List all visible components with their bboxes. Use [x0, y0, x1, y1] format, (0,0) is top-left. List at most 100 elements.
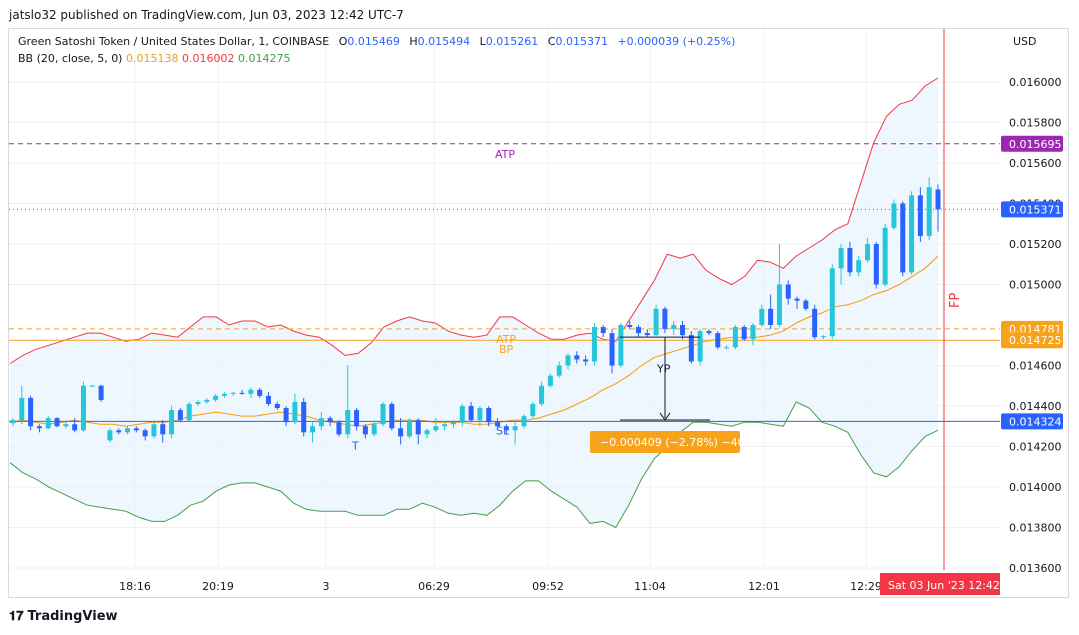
candle-body [495, 422, 501, 427]
bp-label[interactable]: BP [499, 343, 514, 356]
bb-title[interactable]: BB (20, close, 5, 0) [18, 52, 123, 65]
price-label: 0.014324 [1009, 415, 1062, 428]
candle-body [820, 336, 826, 338]
symbol-title[interactable]: Green Satoshi Token / United States Doll… [18, 35, 330, 48]
candle-body [644, 333, 650, 336]
measure-label-box [590, 431, 740, 453]
candle-body [169, 410, 175, 435]
x-tick-label: 11:04 [634, 580, 666, 593]
candle-body [688, 335, 694, 362]
open-value: 0.015469 [347, 35, 400, 48]
candle-body [327, 418, 333, 423]
bollinger-band-fill [10, 78, 938, 528]
candle-body [80, 385, 86, 431]
candle-body [354, 410, 360, 427]
candle-body [512, 426, 518, 431]
fp-label[interactable]: FP [948, 293, 963, 308]
price-label: 0.015695 [1009, 138, 1062, 151]
low-value: 0.015261 [485, 35, 539, 48]
tradingview-footer[interactable]: 𝟏𝟕 TradingView [9, 609, 118, 624]
candle-body [838, 248, 844, 269]
y-tick-label: 0.014400 [1009, 400, 1062, 413]
candle-body [503, 426, 509, 431]
candle-body [345, 410, 351, 435]
candle-body [433, 426, 439, 431]
price-label: 0.015371 [1009, 203, 1062, 216]
candle-body [318, 418, 324, 427]
candle-body [380, 403, 386, 425]
candle-body [662, 308, 668, 330]
candle-body [36, 426, 42, 429]
candle-body [45, 418, 51, 429]
bb-basis-value: 0.015138 [125, 52, 179, 65]
candle-body [10, 420, 16, 424]
close-value: 0.015371 [555, 35, 608, 48]
candle-body [133, 428, 139, 431]
candle-body [539, 385, 545, 404]
price-label-box [1001, 332, 1063, 349]
candle-body [213, 395, 219, 400]
candle-body [177, 410, 183, 421]
y-tick-label: 0.015600 [1009, 157, 1062, 170]
y-tick-label: 0.013800 [1009, 522, 1062, 535]
candle-body [204, 399, 210, 402]
candle-body [891, 203, 897, 228]
candle-body [741, 327, 747, 340]
candle-body [574, 355, 580, 360]
candle-body [803, 300, 809, 309]
candle-body [530, 403, 536, 417]
candle-body [371, 424, 377, 435]
candle-body [310, 426, 316, 433]
candle-body [89, 385, 95, 387]
candle-body [424, 430, 430, 435]
candle-body [900, 203, 906, 273]
y-tick-label: 0.015000 [1009, 279, 1062, 292]
candle-body [935, 189, 941, 210]
candle-body [750, 325, 756, 340]
candle-body [521, 416, 527, 427]
high-label: H [409, 35, 418, 48]
candle-body [926, 187, 932, 236]
candle-body [107, 430, 113, 441]
close-label: C [547, 35, 556, 48]
candle-body [274, 403, 280, 409]
candle-body [917, 195, 923, 236]
candle-body [292, 401, 298, 423]
candle-body [362, 426, 368, 435]
candle-body [98, 385, 104, 400]
tradingview-logo-icon: 𝟏𝟕 [9, 609, 24, 624]
candle-body [406, 420, 412, 437]
open-label: O [338, 35, 348, 48]
y-tick-label: 0.015200 [1009, 238, 1062, 251]
candle-body [239, 392, 245, 394]
price-label-box [1001, 413, 1063, 430]
bb-lower-line [9, 401, 939, 529]
measure-arrow-head [659, 412, 671, 421]
bb-basis-line [9, 255, 939, 427]
atp-top-label[interactable]: ATP [495, 148, 515, 161]
y-tick-label: 0.015800 [1009, 117, 1062, 130]
candle-body [635, 327, 641, 334]
symbol-legend: Green Satoshi Token / United States Doll… [18, 35, 735, 48]
candle-body [618, 325, 624, 366]
x-tick-label: 12:29 [850, 580, 882, 593]
x-tick-label: 3 [323, 580, 330, 593]
sl-label[interactable]: SL [496, 424, 510, 437]
candle-body [248, 389, 254, 394]
crosshair-time-label: Sat 03 Jun '23 12:42 [888, 579, 1000, 592]
candle-body [591, 327, 597, 362]
candle-body [583, 359, 589, 362]
atp-mid-label[interactable]: ATP [496, 333, 516, 346]
candle-body [829, 268, 835, 337]
candle-body [715, 333, 721, 348]
candle-body [671, 325, 677, 330]
price-label-box [1001, 201, 1063, 218]
candle-body [116, 430, 122, 433]
candle-body [565, 355, 571, 366]
candle-body [301, 401, 307, 433]
candle-body [415, 420, 421, 435]
bb-legend: BB (20, close, 5, 0) 0.015138 0.016002 0… [18, 52, 290, 65]
candle-body [909, 195, 915, 273]
price-label: 0.014725 [1009, 334, 1062, 347]
